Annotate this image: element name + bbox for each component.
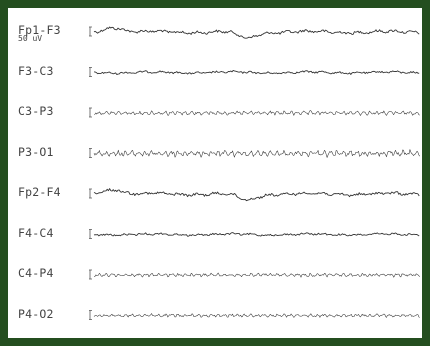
- eeg-panel: Fp1-F3 50 uV F3-C3 C3-P3 P3-O1 Fp2-F4 F4-C4 C4-…: [8, 8, 422, 338]
- eeg-trace-f4-c4: [93, 232, 420, 237]
- scale-bracket: [89, 107, 92, 118]
- eeg-trace-f3-c3: [93, 70, 420, 75]
- channel-label: P3-O1: [18, 144, 54, 159]
- channel-label: C4-P4: [18, 266, 54, 280]
- scale-bracket: [89, 269, 92, 280]
- scale-bracket: [89, 188, 92, 199]
- eeg-trace-p4-o2: [93, 313, 420, 318]
- scale-label: 50 uV: [18, 34, 43, 43]
- eeg-trace-p3-o1: [93, 149, 421, 158]
- channel-label: F3-C3: [18, 63, 54, 78]
- eeg-trace-fp2-f4: [93, 188, 420, 202]
- scale-bracket: [89, 310, 92, 320]
- eeg-trace-fp1-f3: [93, 26, 420, 39]
- scale-bracket: [89, 229, 92, 239]
- eeg-trace-c4-p4: [93, 272, 420, 278]
- channel-label: Fp2-F4: [18, 185, 61, 199]
- channel-label: P4-O2: [18, 306, 54, 321]
- channel-label: Fp1-F3: [18, 23, 61, 37]
- eeg-trace-c3-p3: [93, 110, 420, 116]
- scale-bracket: [89, 67, 92, 77]
- eeg-traces: [89, 26, 421, 320]
- scale-bracket: [89, 26, 92, 37]
- channel-label: F4-C4: [18, 225, 54, 240]
- scale-bracket: [89, 148, 92, 158]
- channel-label: C3-P3: [18, 104, 54, 118]
